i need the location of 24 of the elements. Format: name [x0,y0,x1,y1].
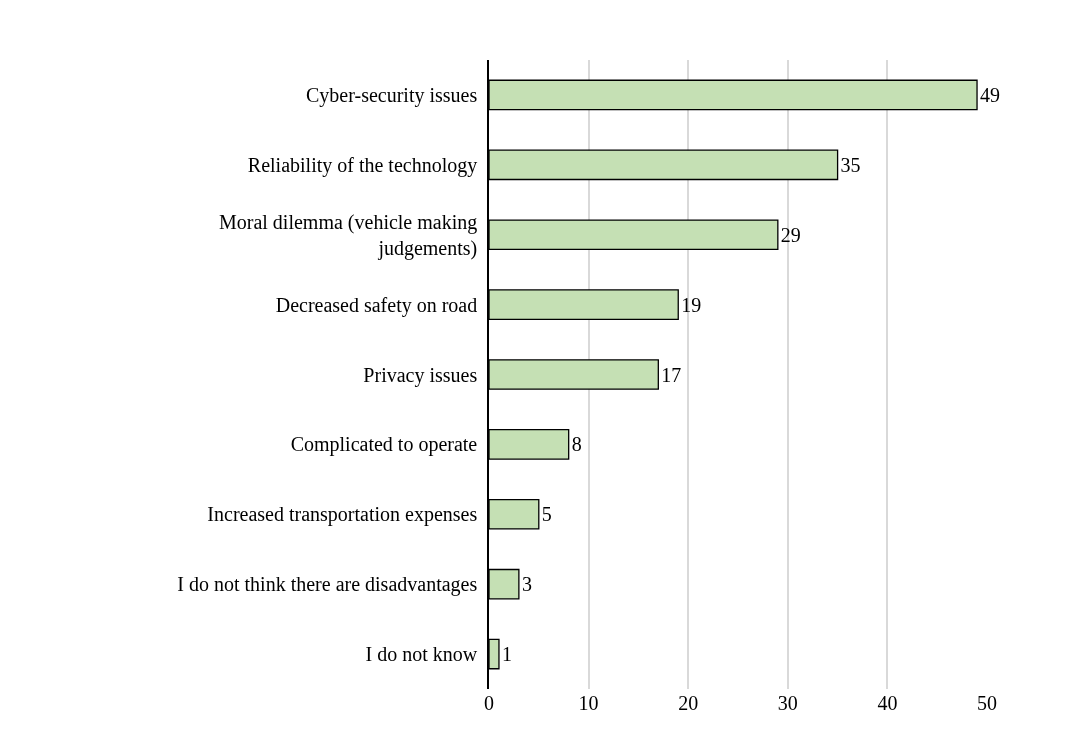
y-tick-label: Complicated to operate [290,433,478,457]
data-label: 19 [681,293,702,316]
y-tick-label: I do not think there are disadvantages [177,573,478,597]
y-tick-label: Moral dilemma (vehicle making judgements) [218,210,478,260]
y-tick-label: Privacy issues [363,363,478,387]
y-tick-label: Reliability of the technology [247,153,478,177]
data-label: 8 [571,433,582,456]
data-label: 1 [501,643,512,666]
y-tick-label: Cyber-security issues [306,83,478,107]
y-tick-label: Increased transportation expenses [207,503,478,527]
x-tick-label: 20 [678,692,699,714]
data-label: 29 [780,223,801,246]
x-tick-label: 0 [484,692,494,714]
x-tick-label: 30 [777,692,798,714]
x-tick-label: 50 [977,692,997,714]
data-label: 35 [840,153,861,176]
data-label: 17 [661,363,682,386]
data-label: 3 [521,573,532,596]
x-tick-label: 40 [877,692,898,714]
y-tick-label: Decreased safety on road [275,293,478,317]
data-label: 5 [541,503,552,526]
y-tick-label: I do not know [365,643,478,666]
x-tick-label: 10 [578,692,599,714]
data-label: 49 [980,83,1001,106]
